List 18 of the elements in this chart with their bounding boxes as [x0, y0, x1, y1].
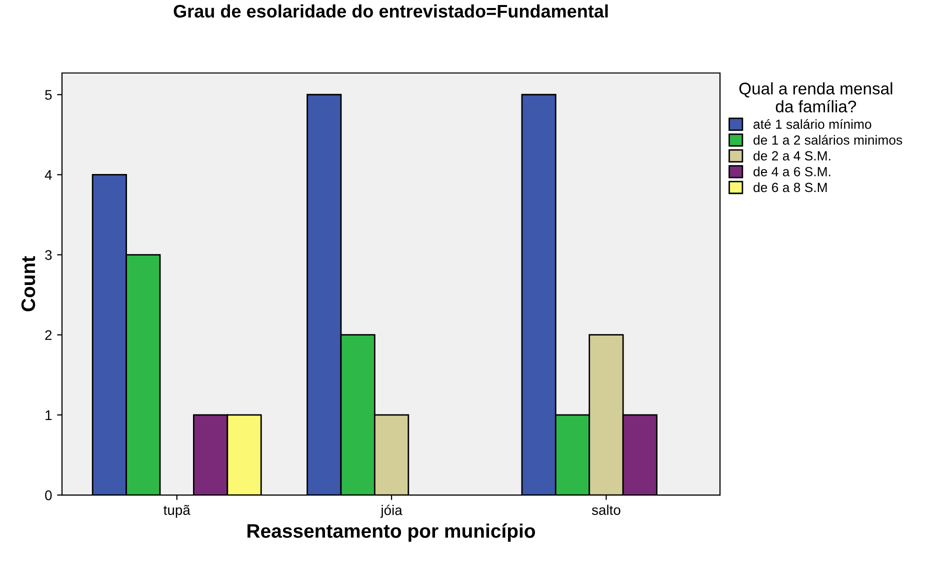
x-tick-label: jóia: [380, 504, 402, 518]
x-tick-label: salto: [592, 504, 620, 515]
legend-label: de 2 a 4 S.M.: [754, 150, 830, 161]
legend-label: até 1 salário mínimo: [754, 119, 872, 129]
chart-title: Grau de esolaridade do entrevistado=Fundamental: [174, 4, 608, 18]
y-tick-label: 1: [46, 410, 52, 420]
y-axis-title: Count: [21, 256, 36, 312]
y-tick-label: 3: [45, 250, 52, 260]
legend-label: de 1 a 2 salários minimos: [754, 134, 902, 145]
x-axis-title: Reassentamento por município: [248, 523, 536, 542]
legend-label: de 4 a 6 S.M.: [754, 166, 830, 176]
y-tick-label: 2: [45, 330, 52, 340]
y-tick-label: 4: [44, 170, 52, 180]
y-tick-label: 0: [45, 490, 52, 500]
y-tick-label: 5: [45, 90, 52, 100]
legend-label: de 6 a 8 S.M: [754, 182, 827, 192]
legend-title: Qual a renda mensal da família?: [739, 82, 892, 112]
x-tick-label: tupã: [164, 504, 190, 518]
